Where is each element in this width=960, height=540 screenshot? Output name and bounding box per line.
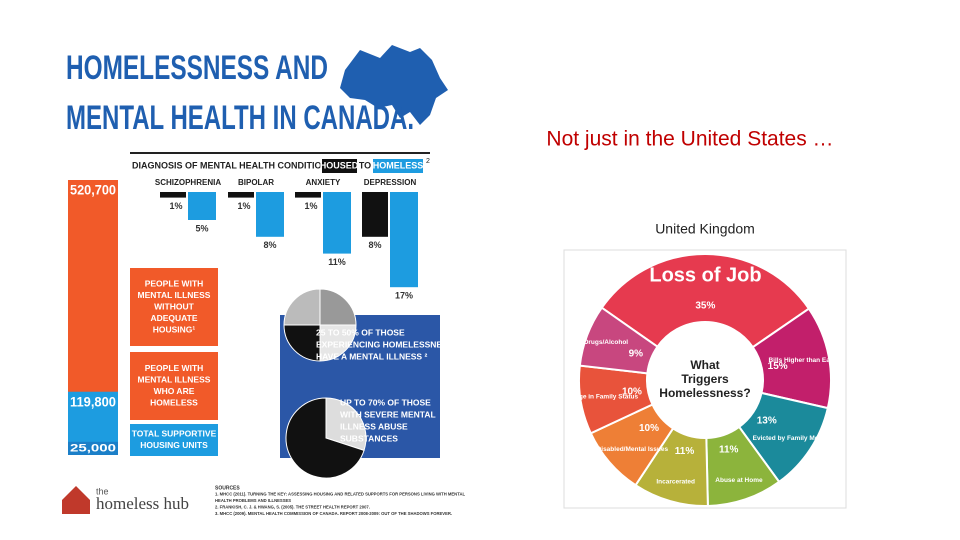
homeless-bar	[188, 192, 216, 220]
caption-line: TOTAL SUPPORTIVE	[132, 429, 217, 439]
segment-name: Change in Family Status	[563, 394, 639, 401]
caption-box	[130, 268, 218, 346]
housed-value: 1%	[237, 201, 250, 211]
uk-donut: 35% Loss of Job 15%Bills Higher than Earni…	[563, 253, 850, 507]
segment-name: Loss of Job	[649, 264, 761, 286]
segment-name: Incarcerated	[656, 479, 695, 486]
canada-title: HOMELESSNESS AND	[66, 49, 328, 87]
total-value: 25,000	[70, 443, 116, 455]
condition-name: DEPRESSION	[364, 178, 417, 187]
homeless-bar	[390, 192, 418, 288]
caption-line: PEOPLE WITH	[145, 363, 204, 373]
total-bar	[68, 441, 118, 455]
condition-name: ANXIETY	[306, 178, 341, 187]
segment-percent: 11%	[719, 445, 739, 456]
fact-pie-slice	[319, 324, 357, 362]
homeless-badge	[373, 159, 423, 173]
housed-value: 1%	[169, 201, 182, 211]
caption-line: MENTAL ILLNESS	[138, 375, 211, 385]
homeless-value: 5%	[195, 223, 208, 233]
fact-pie-slice	[325, 397, 367, 451]
housed-bar	[228, 192, 254, 198]
source-line: 3. MHCC (2009). MENTAL HEALTH COMMISSION…	[215, 511, 452, 516]
housed-value: 1%	[304, 201, 317, 211]
condition-name: SCHIZOPHRENIA	[155, 178, 221, 187]
segment-percent: 13%	[757, 415, 777, 426]
homeless-bar	[323, 192, 351, 254]
fact-pie-slice	[285, 397, 365, 479]
fact-line: 25 TO 50% OF THOSE	[316, 327, 405, 337]
homeless-value: 11%	[328, 257, 346, 267]
diagnosis-heading: DIAGNOSIS OF MENTAL HEALTH CONDITIONS	[132, 160, 334, 170]
homeless-label: HOMELESS	[373, 160, 424, 170]
segment-percent: 10%	[639, 423, 659, 434]
caption-line: MENTAL ILLNESS	[138, 290, 211, 300]
housed-bar	[362, 192, 388, 237]
source-line: HEALTH PROBLEMS AND ILLNESSES	[215, 498, 291, 503]
to-label: TO	[359, 160, 371, 170]
fact-line: WITH SEVERE MENTAL	[340, 409, 436, 419]
housed-value: 8%	[368, 240, 381, 250]
segment-percent: 9%	[629, 348, 644, 359]
slide-subtitle: United Kingdom	[655, 221, 755, 237]
segment-percent: 15%	[768, 361, 788, 372]
segment-name: Drugs/Alcohol	[584, 339, 629, 346]
segment-percent: 11%	[675, 446, 695, 457]
caption-line: ADEQUATE	[150, 313, 197, 323]
footnote: 2	[426, 158, 430, 165]
logo-small: the	[96, 486, 109, 496]
source-line: 1. MHCC (2011). TURNING THE KEY: ASSESSI…	[215, 492, 465, 497]
segment-name: Bills Higher than Earnings	[768, 357, 850, 364]
canada-map	[340, 45, 448, 125]
slide-title: Not just in the United States …	[546, 128, 833, 151]
donut-segment	[578, 306, 659, 375]
segment-percent: 10%	[622, 386, 642, 397]
homeless-bar	[256, 192, 284, 237]
fact-line: SUBSTANCES	[340, 433, 398, 443]
homeless-value: 8%	[263, 240, 276, 250]
housed-badge	[322, 159, 357, 173]
donut-center: Homelessness?	[659, 386, 750, 400]
source-line: 2. FRANKISH, C. J. & HWANG, S. (2005). T…	[215, 505, 370, 510]
fact-line: ILLNESS ABUSE	[340, 421, 408, 431]
total-value: 520,700	[70, 182, 116, 198]
caption-line: HOMELESS	[150, 398, 198, 408]
fact-line: UP TO 70% OF THOSE	[340, 397, 431, 407]
caption-box	[130, 352, 218, 420]
homeless-value: 17%	[395, 291, 413, 301]
caption-line: HOUSING UNITS	[140, 440, 208, 450]
source-line: SOURCES	[215, 485, 240, 491]
segment-percent: 35%	[695, 301, 715, 312]
housed-bar	[160, 192, 186, 198]
caption-line: WHO ARE	[154, 386, 195, 396]
caption-line: WITHOUT	[154, 301, 194, 311]
logo-house	[62, 486, 90, 514]
fact-line: EXPERIENCING HOMELESSNESS	[316, 339, 454, 349]
segment-name: Evicted by Family Member	[753, 435, 835, 442]
caption-box	[130, 424, 218, 456]
caption-line: HOUSING¹	[153, 324, 196, 334]
housed-bar	[295, 192, 321, 198]
canada-title: MENTAL HEALTH IN CANADA.	[66, 99, 414, 137]
fact-pie-slice	[283, 324, 321, 362]
donut-center: What	[690, 358, 719, 372]
donut-center: Triggers	[681, 372, 729, 386]
caption-line: PEOPLE WITH	[145, 278, 204, 288]
housed-label: HOUSED	[320, 160, 359, 170]
fact-pie-slice	[283, 288, 321, 326]
segment-name: Abuse at Home	[715, 477, 763, 484]
donut-hole	[649, 324, 761, 436]
fact-pie-slice	[319, 288, 357, 326]
donut-segment	[600, 253, 811, 349]
fact-line: HAVE A MENTAL ILLNESS ²	[316, 351, 427, 361]
total-value: 119,800	[70, 393, 116, 409]
logo-main: homeless hub	[96, 494, 189, 513]
condition-name: BIPOLAR	[238, 178, 274, 187]
segment-name: Sick/Disabled/Mental Issues	[581, 446, 668, 453]
